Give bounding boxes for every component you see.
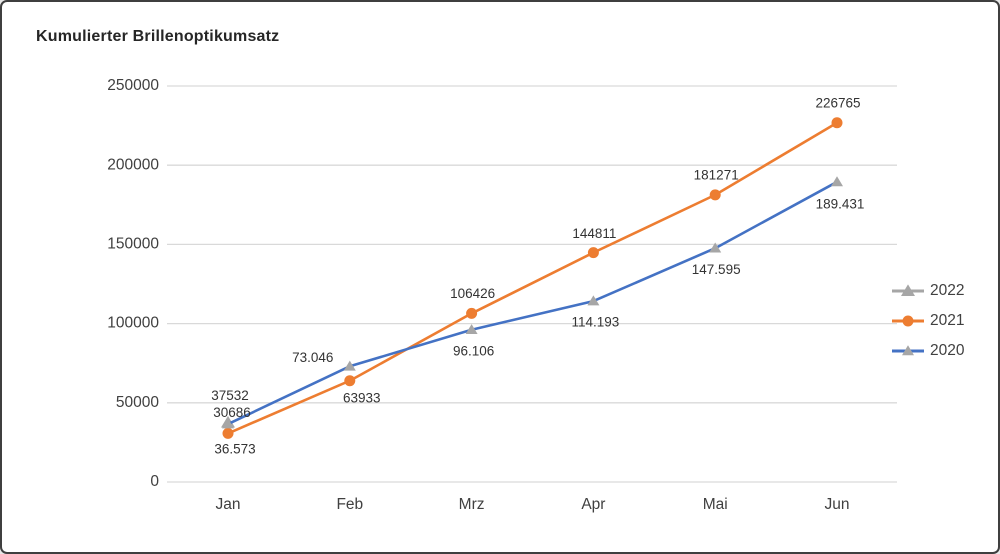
legend-item-2021: 2021 <box>890 306 964 336</box>
data-point-2020-Apr <box>587 295 600 306</box>
data-label-2021-Jan: 30686 <box>213 405 251 420</box>
data-point-2020-Mrz <box>465 324 478 335</box>
x-tick-label: Jan <box>216 496 241 513</box>
y-tick-label: 0 <box>150 473 159 490</box>
y-tick-label: 250000 <box>107 77 159 94</box>
legend-triangle-icon <box>892 284 924 296</box>
data-label-2020-Mai: 147.595 <box>692 262 741 277</box>
data-label-2020-Mrz: 96.106 <box>453 343 494 358</box>
legend-item-2020: 2020 <box>890 336 964 366</box>
data-point-2021-Feb <box>344 375 356 387</box>
data-label-2020-Feb: 73.046 <box>292 350 333 365</box>
data-label-2021-Mai: 181271 <box>694 167 739 182</box>
y-tick-label: 150000 <box>107 235 159 252</box>
data-point-2021-Mrz <box>466 307 478 319</box>
legend-label-2020: 2020 <box>930 342 965 359</box>
chart-title: Kumulierter Brillenoptikumsatz <box>36 28 280 45</box>
data-label-2022-Jan: 37532 <box>211 388 249 403</box>
data-label-2021-Apr: 144811 <box>572 226 616 241</box>
data-point-2021-Jun <box>831 117 843 129</box>
y-tick-label: 100000 <box>107 315 159 332</box>
data-label-2020-Apr: 114.193 <box>571 315 619 330</box>
y-tick-label: 50000 <box>116 394 159 411</box>
x-tick-label: Apr <box>581 496 605 513</box>
data-label-2021-Feb: 63933 <box>343 390 381 405</box>
legend-label-2022: 2022 <box>930 282 965 299</box>
legend-label-2021: 2021 <box>930 312 965 329</box>
legend-circle-icon <box>892 315 924 327</box>
data-point-2020-Jun <box>831 176 843 187</box>
series-line-2020 <box>226 180 839 426</box>
legend-item-2022: 2022 <box>890 276 964 306</box>
data-point-2020-Mai <box>709 242 722 253</box>
data-point-2020-Jan <box>222 418 234 429</box>
data-label-2020-Jun: 189.431 <box>816 197 865 212</box>
series-line-2021 <box>226 121 839 435</box>
chart-legend: 2022 2021 2020 <box>890 276 964 366</box>
data-point-2021-Jan <box>222 427 234 439</box>
data-label-2021-Mrz: 106426 <box>450 286 495 301</box>
y-tick-label: 200000 <box>107 156 159 173</box>
data-label-2020-Jan: 36.573 <box>214 442 255 457</box>
data-point-2021-Mai <box>709 189 721 201</box>
legend-triangle-icon <box>892 345 924 356</box>
x-tick-label: Jun <box>825 496 850 513</box>
data-label-2021-Jun: 226765 <box>815 95 860 110</box>
x-tick-label: Mai <box>703 496 728 513</box>
x-tick-label: Feb <box>336 496 363 513</box>
data-point-2021-Apr <box>587 247 599 259</box>
data-point-2020-Feb <box>343 360 356 371</box>
x-tick-label: Mrz <box>459 496 485 513</box>
